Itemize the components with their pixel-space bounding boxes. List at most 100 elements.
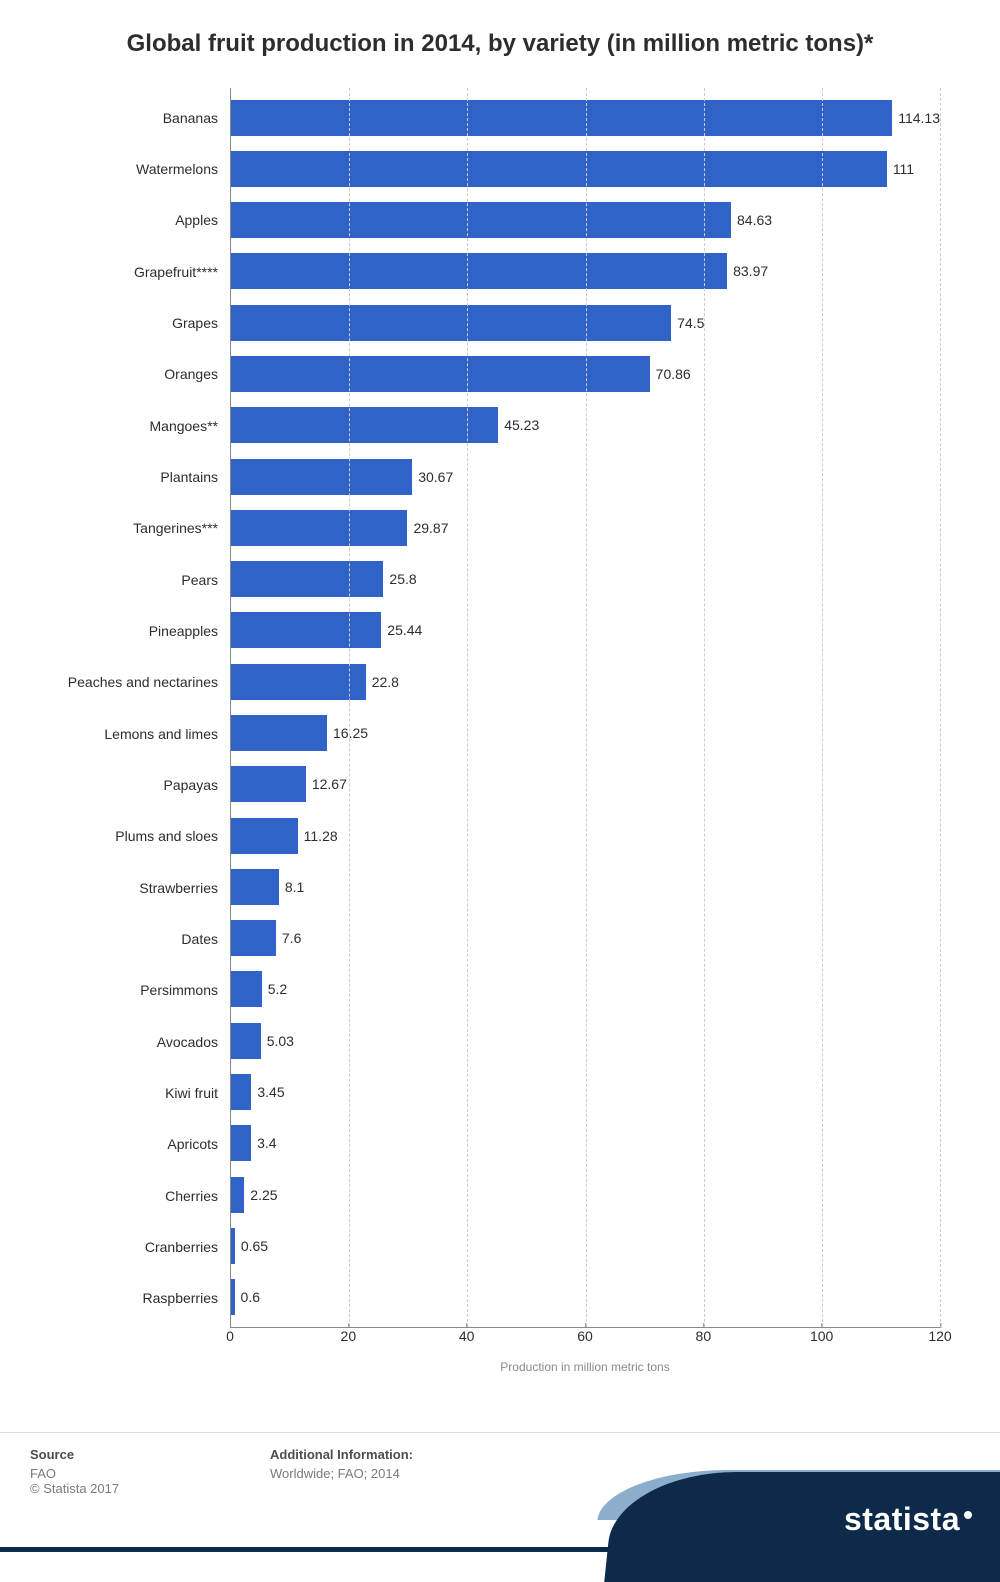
y-axis-label: Plums and sloes xyxy=(40,818,224,854)
bar-value-label: 70.86 xyxy=(656,366,691,382)
bar xyxy=(231,869,279,905)
bar xyxy=(231,510,407,546)
y-axis-label: Plantains xyxy=(40,459,224,495)
bar xyxy=(231,151,887,187)
footer: Source FAO © Statista 2017 Additional In… xyxy=(0,1432,1000,1552)
y-axis-label: Watermelons xyxy=(40,151,224,187)
bar xyxy=(231,1228,235,1264)
y-axis-label: Pineapples xyxy=(40,613,224,649)
bar xyxy=(231,920,276,956)
x-axis-ticks: 020406080100120 xyxy=(230,1328,940,1350)
bar xyxy=(231,561,383,597)
y-axis-label: Grapefruit**** xyxy=(40,254,224,290)
gridline xyxy=(349,88,350,1327)
bar-value-label: 30.67 xyxy=(418,469,453,485)
gridline xyxy=(467,88,468,1327)
bar xyxy=(231,459,412,495)
bar xyxy=(231,1023,261,1059)
bar xyxy=(231,305,671,341)
bar-value-label: 5.03 xyxy=(267,1033,294,1049)
bar-value-label: 22.8 xyxy=(372,674,399,690)
bar-value-label: 114.13 xyxy=(898,110,940,126)
bar-value-label: 7.6 xyxy=(282,930,301,946)
bar-value-label: 0.65 xyxy=(241,1238,268,1254)
bar xyxy=(231,766,306,802)
x-tick-label: 80 xyxy=(696,1328,712,1344)
gridline xyxy=(704,88,705,1327)
bar-value-label: 3.4 xyxy=(257,1135,276,1151)
y-axis-label: Pears xyxy=(40,562,224,598)
y-axis-label: Apples xyxy=(40,202,224,238)
bar xyxy=(231,100,892,136)
bar xyxy=(231,664,366,700)
y-axis-label: Raspberries xyxy=(40,1280,224,1316)
additional-text: Worldwide; FAO; 2014 xyxy=(270,1466,413,1481)
bar-value-label: 84.63 xyxy=(737,212,772,228)
y-axis-label: Papayas xyxy=(40,767,224,803)
bar-value-label: 29.87 xyxy=(413,520,448,536)
bar xyxy=(231,971,262,1007)
bar-value-label: 111 xyxy=(893,161,914,177)
bar xyxy=(231,1125,251,1161)
x-tick-label: 20 xyxy=(341,1328,357,1344)
y-axis-label: Lemons and limes xyxy=(40,716,224,752)
bar xyxy=(231,202,731,238)
footer-source: Source FAO © Statista 2017 xyxy=(30,1447,270,1496)
chart-area: Bananas Watermelons Apples Grapefruit**** Gr… xyxy=(40,88,960,1388)
y-axis-label: Cranberries xyxy=(40,1229,224,1265)
gridline xyxy=(586,88,587,1327)
logo-dot-icon xyxy=(964,1511,972,1519)
bar-value-label: 25.8 xyxy=(389,571,416,587)
y-axis-label: Grapes xyxy=(40,305,224,341)
source-header: Source xyxy=(30,1447,270,1462)
bar-value-label: 25.44 xyxy=(387,622,422,638)
y-axis-label: Dates xyxy=(40,921,224,957)
bar xyxy=(231,612,381,648)
y-axis-label: Apricots xyxy=(40,1126,224,1162)
y-axis-label: Oranges xyxy=(40,356,224,392)
bar-value-label: 11.28 xyxy=(304,828,338,844)
copyright-text: © Statista 2017 xyxy=(30,1481,270,1496)
bar-value-label: 12.67 xyxy=(312,776,347,792)
bar-value-label: 74.5 xyxy=(677,315,704,331)
chart-title: Global fruit production in 2014, by vari… xyxy=(0,0,1000,78)
bar-value-label: 83.97 xyxy=(733,263,768,279)
bar xyxy=(231,715,327,751)
plot-area: 114.13 111 84.63 83.97 74.5 70.86 45.23 30.67 29… xyxy=(230,88,940,1328)
bar-value-label: 8.1 xyxy=(285,879,304,895)
bar-value-label: 3.45 xyxy=(257,1084,284,1100)
bar xyxy=(231,1177,244,1213)
bar-value-label: 5.2 xyxy=(268,981,287,997)
bar xyxy=(231,818,298,854)
y-axis-labels: Bananas Watermelons Apples Grapefruit**** Gr… xyxy=(40,88,224,1328)
source-text: FAO xyxy=(30,1466,270,1481)
y-axis-label: Kiwi fruit xyxy=(40,1075,224,1111)
bar-value-label: 2.25 xyxy=(250,1187,277,1203)
x-tick-label: 60 xyxy=(577,1328,593,1344)
bar xyxy=(231,356,650,392)
x-axis-label: Production in million metric tons xyxy=(230,1360,940,1374)
gridline xyxy=(940,88,941,1327)
y-axis-label: Cherries xyxy=(40,1178,224,1214)
bar xyxy=(231,253,727,289)
bar-value-label: 0.6 xyxy=(241,1289,260,1305)
bar-value-label: 45.23 xyxy=(504,417,539,433)
bar-value-label: 16.25 xyxy=(333,725,368,741)
x-tick-label: 100 xyxy=(810,1328,833,1344)
y-axis-label: Mangoes** xyxy=(40,408,224,444)
logo-text: statista xyxy=(844,1501,972,1538)
y-axis-label: Strawberries xyxy=(40,870,224,906)
gridline xyxy=(822,88,823,1327)
y-axis-label: Bananas xyxy=(40,100,224,136)
footer-additional: Additional Information: Worldwide; FAO; … xyxy=(270,1447,413,1481)
x-tick-label: 40 xyxy=(459,1328,475,1344)
bar xyxy=(231,407,498,443)
x-tick-label: 120 xyxy=(928,1328,951,1344)
footer-accent-strip xyxy=(0,1547,1000,1552)
statista-logo: statista xyxy=(660,1472,1000,1552)
bar xyxy=(231,1074,251,1110)
x-tick-label: 0 xyxy=(226,1328,234,1344)
y-axis-label: Tangerines*** xyxy=(40,510,224,546)
y-axis-label: Avocados xyxy=(40,1024,224,1060)
y-axis-label: Peaches and nectarines xyxy=(40,664,224,700)
